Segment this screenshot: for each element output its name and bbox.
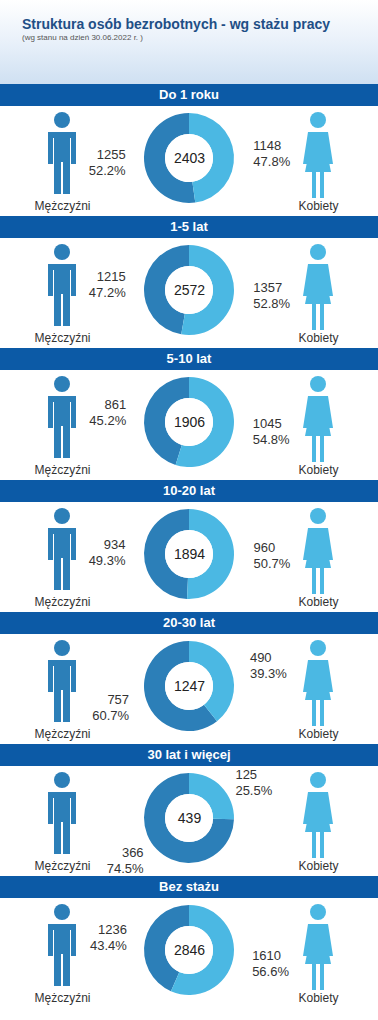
svg-text:1357: 1357 [253, 280, 282, 295]
svg-text:49.3%: 49.3% [89, 553, 126, 568]
svg-text:2403: 2403 [174, 150, 205, 166]
svg-text:861: 861 [105, 397, 127, 412]
svg-text:74.5%: 74.5% [107, 861, 144, 876]
html-text:5-10 lat: 5-10 lat [166, 351, 212, 366]
svg-text:Mężczyźni: Mężczyźni [34, 463, 90, 477]
svg-text:39.3%: 39.3% [250, 666, 287, 681]
svg-text:Kobiety: Kobiety [298, 727, 338, 741]
svg-text:1236: 1236 [98, 922, 127, 937]
svg-text:Kobiety: Kobiety [298, 463, 338, 477]
svg-text:25.5%: 25.5% [235, 783, 272, 798]
svg-text:52.8%: 52.8% [253, 296, 290, 311]
svg-text:60.7%: 60.7% [92, 708, 129, 723]
svg-text:56.6%: 56.6% [252, 964, 289, 979]
svg-text:Mężczyźni: Mężczyźni [34, 595, 90, 609]
html-text:10-20 lat: 10-20 lat [163, 483, 215, 498]
svg-text:1045: 1045 [253, 416, 282, 431]
svg-text:Kobiety: Kobiety [298, 199, 338, 213]
svg-text:960: 960 [253, 540, 275, 555]
html-text:30 lat i więcej: 30 lat i więcej [147, 747, 231, 762]
html-text:Bez stażu: Bez stażu [159, 879, 219, 894]
svg-text:43.4%: 43.4% [90, 938, 127, 953]
svg-text:2572: 2572 [174, 282, 205, 298]
html-text:20-30 lat: 20-30 lat [163, 615, 215, 630]
svg-text:1255: 1255 [97, 147, 126, 162]
svg-text:Mężczyźni: Mężczyźni [34, 859, 90, 873]
svg-text:47.8%: 47.8% [253, 154, 290, 169]
svg-text:1894: 1894 [174, 546, 205, 562]
html-text:Do 1 roku: Do 1 roku [159, 87, 219, 102]
svg-text:50.7%: 50.7% [253, 556, 290, 571]
svg-text:490: 490 [250, 650, 272, 665]
svg-text:439: 439 [178, 810, 202, 826]
svg-text:1215: 1215 [97, 269, 126, 284]
html-text:Struktura osób bezrobotnych -: Struktura osób bezrobotnych - wg stażu p… [22, 16, 330, 32]
svg-text:Kobiety: Kobiety [298, 595, 338, 609]
svg-text:1148: 1148 [253, 138, 281, 153]
svg-text:47.2%: 47.2% [89, 285, 126, 300]
svg-text:757: 757 [107, 692, 129, 707]
svg-text:52.2%: 52.2% [89, 163, 126, 178]
svg-text:Mężczyźni: Mężczyźni [34, 331, 90, 345]
svg-text:Kobiety: Kobiety [298, 991, 338, 1005]
svg-text:1906: 1906 [174, 414, 205, 430]
svg-text:125: 125 [235, 767, 257, 782]
svg-text:Mężczyźni: Mężczyźni [34, 727, 90, 741]
svg-text:934: 934 [104, 537, 126, 552]
svg-text:1610: 1610 [252, 948, 281, 963]
html-text:1-5 lat: 1-5 lat [170, 219, 208, 234]
svg-text:1247: 1247 [174, 678, 205, 694]
svg-text:Mężczyźni: Mężczyźni [34, 199, 90, 213]
html-text:(wg stanu na dzień 30.06.2022: (wg stanu na dzień 30.06.2022 r. ) [22, 33, 143, 42]
svg-text:Kobiety: Kobiety [298, 331, 338, 345]
svg-text:45.2%: 45.2% [89, 413, 126, 428]
svg-text:Mężczyźni: Mężczyźni [34, 991, 90, 1005]
svg-text:Kobiety: Kobiety [298, 859, 338, 873]
svg-text:54.8%: 54.8% [253, 432, 290, 447]
svg-text:2846: 2846 [174, 942, 205, 958]
svg-text:366: 366 [122, 845, 144, 860]
